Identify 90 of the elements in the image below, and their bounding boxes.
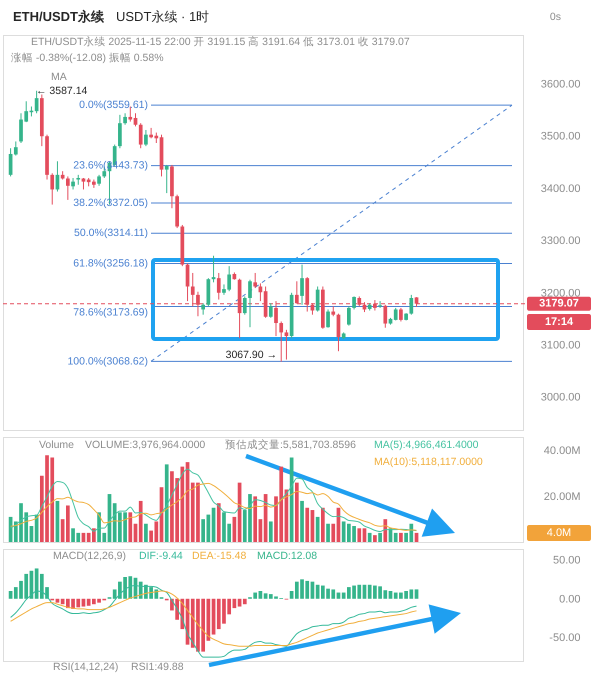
y-tick-label: 3000.00	[540, 392, 580, 404]
y-tick-label: -50.00	[549, 632, 580, 644]
candlestick	[201, 302, 206, 316]
text: DIF:-9.44	[139, 550, 183, 562]
annotation: 预估成交量:5,581,703.8596	[225, 438, 356, 451]
y-tick-label: 3300.00	[540, 235, 580, 248]
candlestick	[352, 296, 356, 310]
candlestick	[66, 176, 70, 200]
y-tick-label: 20.00M	[544, 490, 580, 503]
y-tick-label: 3200.00	[540, 287, 580, 300]
text: 0s	[550, 11, 561, 23]
line-series	[10, 468, 418, 532]
candlestick	[300, 264, 304, 306]
y-tick-label: 3600.00	[540, 78, 580, 91]
chart-title: MACD(12,26,9)	[53, 550, 126, 562]
candlestick	[284, 329, 288, 360]
ref-line-label: 100.0%(3068.62)	[67, 355, 148, 368]
y-tick-label: 0.00	[559, 593, 580, 606]
bar	[290, 458, 294, 542]
bar	[320, 508, 325, 542]
candlestick	[409, 294, 414, 316]
annotation: ← 3587.14	[36, 85, 88, 97]
candlestick	[216, 272, 221, 300]
line-series	[10, 482, 418, 531]
annotation: ETH/USDT永续 2025-11-15 22:00 开 3191.15 高 3191.64 低 3173.01 收 3179.07	[31, 35, 410, 48]
candlestick	[336, 313, 340, 352]
candlestick	[186, 263, 190, 302]
annotation: RSI(14,12,24)	[53, 661, 118, 673]
chart-title: ETH/USDT永续	[13, 9, 105, 24]
series-label: MACD:12.08	[257, 550, 318, 562]
ref-line-label: 50.0%(3314.11)	[74, 227, 148, 240]
candlestick	[399, 307, 403, 322]
candlestick	[212, 255, 216, 283]
ref-line-label: 0.0%(3559.61)	[79, 99, 148, 112]
candlestick	[97, 174, 101, 186]
bar	[326, 524, 330, 542]
bar	[373, 535, 377, 542]
candlestick	[144, 129, 148, 147]
y-tick-label: 3400.00	[540, 182, 580, 195]
annotation: RSI1:49.88	[131, 661, 184, 673]
annotation: MA	[51, 71, 67, 83]
candlestick	[383, 304, 388, 328]
candlestick	[242, 296, 247, 316]
ref-line-label: 38.2%(3372.05)	[73, 196, 148, 209]
candlestick	[138, 122, 143, 149]
bar	[414, 532, 418, 542]
line-series	[10, 585, 418, 658]
text: 17:14	[544, 316, 574, 328]
bar	[316, 516, 320, 542]
bar	[164, 464, 169, 542]
candlestick	[118, 114, 122, 149]
bar	[144, 524, 148, 542]
text: 4.0M	[546, 527, 572, 539]
chart-title: Volume	[39, 439, 74, 451]
annotation: 涨幅 -0.38%(-12.08) 振幅 0.58%	[11, 52, 164, 64]
candlestick	[326, 308, 330, 328]
candlestick	[316, 286, 320, 312]
bar	[216, 503, 221, 542]
bar	[268, 521, 273, 542]
bar	[56, 500, 60, 542]
bar	[399, 532, 403, 542]
y-tick-label: 50.00	[552, 554, 580, 566]
chart-subtitle: USDT永续 · 1时	[116, 9, 210, 24]
bar	[368, 532, 372, 542]
y-tick-label: 3100.00	[540, 339, 580, 352]
candlestick	[248, 279, 252, 328]
ref-line-label: 61.8%(3256.18)	[73, 257, 148, 270]
bar	[378, 532, 382, 542]
y-tick-label: 3500.00	[540, 130, 580, 143]
candlestick	[71, 177, 75, 190]
annotation: 3067.90 →	[226, 349, 277, 361]
line-series	[10, 590, 418, 647]
candlestick	[347, 306, 351, 326]
bar	[294, 482, 299, 542]
candlestick	[56, 160, 60, 192]
candlestick	[253, 272, 258, 289]
candlestick	[76, 174, 80, 186]
ref-line-label: 78.6%(3173.69)	[73, 306, 148, 318]
ref-line-label: 3179.07	[539, 298, 579, 310]
text: DEA:-15.48	[192, 550, 246, 562]
text: MA(5):4,966,461.4000	[374, 439, 479, 451]
candlestick	[50, 172, 54, 206]
candlestick	[164, 164, 169, 194]
candlestick	[279, 320, 284, 362]
annotation: VOLUME:3,976,964.0000	[85, 439, 206, 451]
candlestick	[123, 112, 127, 126]
candlestick	[268, 302, 273, 318]
text: MA(10):5,118,117.0000	[374, 456, 483, 468]
y-tick-label: 40.00M	[544, 445, 580, 458]
bar	[300, 500, 304, 542]
